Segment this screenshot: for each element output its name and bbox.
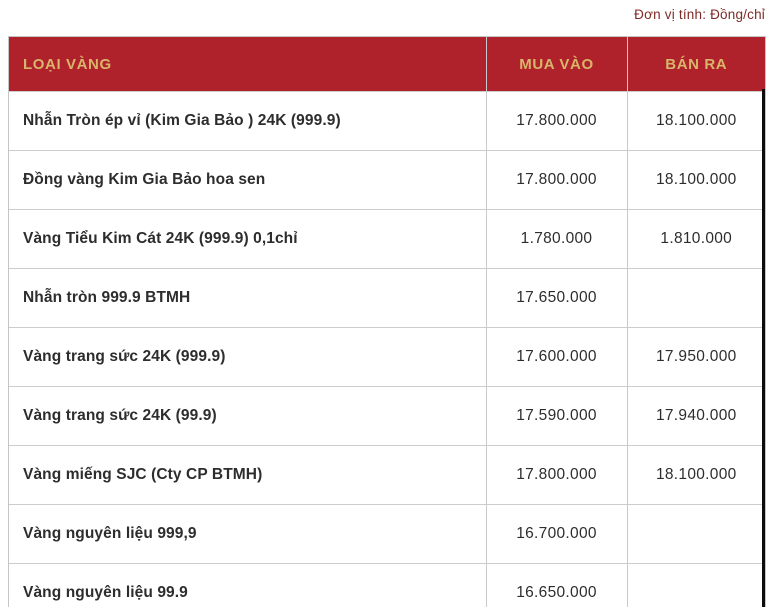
buy-price-cell: 16.700.000 (485, 504, 627, 564)
sell-price-cell: 17.950.000 (626, 327, 765, 387)
buy-price-cell: 17.800.000 (485, 91, 627, 151)
sell-price-cell: 17.940.000 (626, 386, 765, 446)
table-row: Vàng miếng SJC (Cty CP BTMH) 17.800.000 … (9, 445, 765, 505)
gold-type-cell: Vàng trang sức 24K (99.9) (9, 386, 486, 446)
buy-price-cell: 17.600.000 (485, 327, 627, 387)
sell-price-cell (626, 268, 765, 328)
unit-label: Đơn vị tính: Đồng/chỉ (634, 7, 765, 22)
col-header-loai-vang: LOẠI VÀNG (9, 37, 486, 92)
table-row: Nhẫn Tròn ép vỉ (Kim Gia Bảo ) 24K (999.… (9, 91, 765, 151)
table-row: Đồng vàng Kim Gia Bảo hoa sen 17.800.000… (9, 150, 765, 210)
sell-price-cell: 18.100.000 (626, 91, 765, 151)
gold-type-cell: Nhẫn Tròn ép vỉ (Kim Gia Bảo ) 24K (999.… (9, 91, 486, 151)
sell-price-cell: 18.100.000 (626, 150, 765, 210)
table-header: LOẠI VÀNG MUA VÀO BÁN RA (9, 37, 765, 92)
buy-price-cell: 17.800.000 (485, 150, 627, 210)
table-body: Nhẫn Tròn ép vỉ (Kim Gia Bảo ) 24K (999.… (9, 91, 765, 607)
gold-type-cell: Vàng trang sức 24K (999.9) (9, 327, 486, 387)
buy-price-cell: 17.800.000 (485, 445, 627, 505)
sell-price-cell (626, 563, 765, 607)
buy-price-cell: 17.590.000 (485, 386, 627, 446)
table-row: Vàng nguyên liệu 99.9 16.650.000 (9, 563, 765, 607)
col-header-mua-vao: MUA VÀO (485, 37, 627, 92)
table-row: Vàng trang sức 24K (999.9) 17.600.000 17… (9, 327, 765, 387)
gold-price-table-container: LOẠI VÀNG MUA VÀO BÁN RA Nhẫn Tròn ép vỉ… (8, 36, 766, 607)
gold-price-table: LOẠI VÀNG MUA VÀO BÁN RA Nhẫn Tròn ép vỉ… (9, 37, 765, 607)
table-row: Nhẫn tròn 999.9 BTMH 17.650.000 (9, 268, 765, 328)
vertical-scrollbar[interactable] (762, 89, 765, 607)
gold-type-cell: Đồng vàng Kim Gia Bảo hoa sen (9, 150, 486, 210)
buy-price-cell: 17.650.000 (485, 268, 627, 328)
table-row: Vàng nguyên liệu 999,9 16.700.000 (9, 504, 765, 564)
sell-price-cell: 18.100.000 (626, 445, 765, 505)
buy-price-cell: 1.780.000 (485, 209, 627, 269)
gold-type-cell: Vàng nguyên liệu 999,9 (9, 504, 486, 564)
sell-price-cell: 1.810.000 (626, 209, 765, 269)
gold-type-cell: Vàng nguyên liệu 99.9 (9, 563, 486, 607)
gold-type-cell: Nhẫn tròn 999.9 BTMH (9, 268, 486, 328)
buy-price-cell: 16.650.000 (485, 563, 627, 607)
table-row: Vàng trang sức 24K (99.9) 17.590.000 17.… (9, 386, 765, 446)
sell-price-cell (626, 504, 765, 564)
header-row: LOẠI VÀNG MUA VÀO BÁN RA (9, 37, 765, 92)
col-header-ban-ra: BÁN RA (626, 37, 765, 92)
gold-type-cell: Vàng Tiểu Kim Cát 24K (999.9) 0,1chỉ (9, 209, 486, 269)
gold-type-cell: Vàng miếng SJC (Cty CP BTMH) (9, 445, 486, 505)
table-row: Vàng Tiểu Kim Cát 24K (999.9) 0,1chỉ 1.7… (9, 209, 765, 269)
